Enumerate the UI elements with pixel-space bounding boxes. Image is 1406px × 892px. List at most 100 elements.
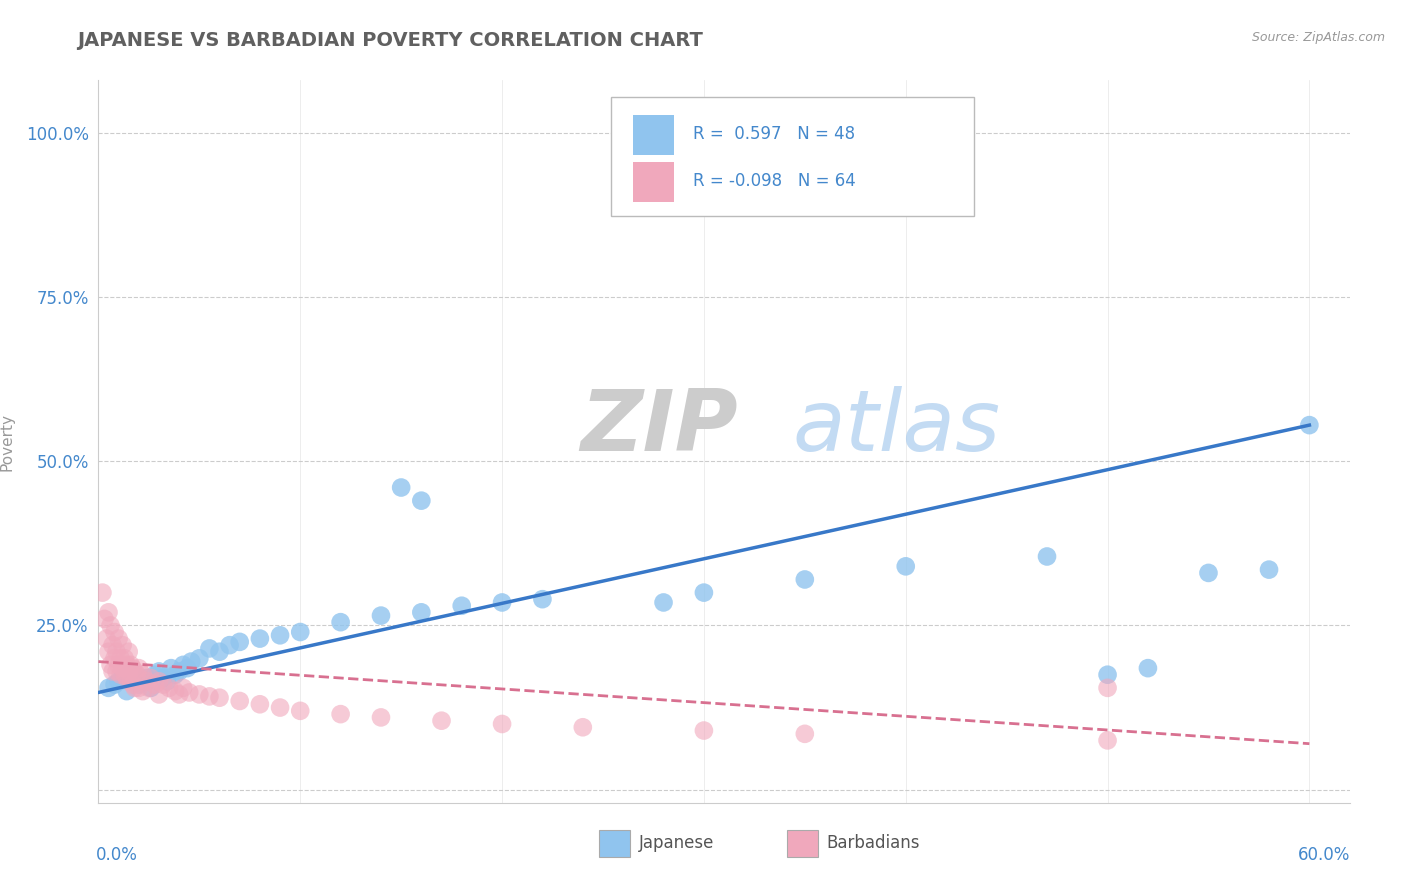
Bar (633, 115, 673, 154)
Point (152, 677, 174, 691)
Point (165, 684, 187, 698)
Point (143, 667, 166, 681)
Point (118, 645, 141, 659)
Point (290, 625, 312, 640)
Point (167, 665, 190, 679)
Bar (787, 830, 818, 857)
Point (128, 661, 150, 675)
Text: R =  0.597   N = 48: R = 0.597 N = 48 (693, 126, 855, 144)
Point (120, 665, 142, 679)
Point (93, 612, 115, 626)
Point (135, 674, 157, 689)
Point (101, 638, 124, 652)
Point (114, 651, 136, 665)
Point (1097, 681, 1119, 695)
Point (693, 585, 716, 599)
Point (139, 681, 162, 695)
Point (110, 667, 132, 681)
Point (188, 651, 211, 665)
Point (120, 657, 142, 672)
Point (172, 681, 194, 695)
Point (1198, 566, 1220, 580)
Point (111, 661, 134, 675)
Point (370, 608, 392, 623)
Point (132, 667, 155, 681)
Point (124, 667, 146, 681)
Point (107, 674, 129, 689)
FancyBboxPatch shape (612, 97, 974, 216)
Text: atlas: atlas (793, 385, 1001, 468)
Point (370, 710, 392, 724)
Point (329, 707, 352, 722)
Point (793, 573, 815, 587)
Point (121, 661, 143, 675)
Point (103, 625, 125, 640)
Point (1298, 418, 1320, 433)
Point (208, 690, 231, 705)
Point (138, 681, 160, 695)
Point (793, 727, 815, 741)
Text: Barbadians: Barbadians (827, 834, 920, 852)
Point (411, 493, 433, 508)
Point (430, 714, 453, 728)
Point (491, 717, 513, 731)
Point (111, 638, 134, 652)
Point (180, 655, 202, 669)
Point (105, 645, 128, 659)
Point (491, 595, 513, 609)
Point (110, 651, 132, 665)
Point (1036, 549, 1059, 564)
Text: 60.0%: 60.0% (1298, 847, 1350, 864)
Point (103, 677, 125, 691)
Point (329, 615, 352, 630)
Point (450, 599, 472, 613)
Point (165, 667, 187, 681)
Point (249, 632, 271, 646)
Point (121, 677, 143, 691)
Text: Source: ZipAtlas.com: Source: ZipAtlas.com (1251, 31, 1385, 45)
Point (693, 723, 716, 738)
Point (97, 645, 120, 659)
Point (96, 632, 118, 646)
Text: ZIP: ZIP (581, 385, 738, 468)
Point (128, 681, 150, 695)
Point (125, 667, 148, 681)
Point (115, 684, 138, 698)
Point (1258, 563, 1281, 577)
Point (269, 700, 291, 714)
Point (148, 687, 170, 701)
Text: 0.0%: 0.0% (96, 847, 138, 864)
Point (114, 667, 136, 681)
Point (160, 661, 183, 675)
Point (120, 674, 142, 689)
Point (103, 651, 125, 665)
Point (124, 681, 146, 695)
Point (118, 665, 141, 679)
Point (157, 681, 180, 695)
Point (100, 657, 122, 672)
Point (128, 677, 150, 691)
Point (218, 638, 240, 652)
Point (572, 720, 595, 734)
Point (188, 687, 211, 701)
Point (111, 671, 134, 685)
Point (107, 632, 129, 646)
Text: R = -0.098   N = 64: R = -0.098 N = 64 (693, 172, 856, 190)
Point (132, 684, 155, 698)
Bar (633, 162, 673, 202)
Point (100, 618, 122, 632)
Point (1136, 661, 1159, 675)
Point (269, 628, 291, 642)
Point (115, 671, 138, 685)
Point (115, 657, 138, 672)
Point (148, 665, 170, 679)
Point (208, 645, 231, 659)
Point (652, 595, 675, 609)
Point (135, 671, 157, 685)
Y-axis label: Poverty: Poverty (0, 412, 14, 471)
Point (228, 635, 250, 649)
Point (132, 674, 155, 689)
Point (91, 585, 114, 599)
Point (143, 677, 166, 691)
Point (249, 698, 271, 712)
